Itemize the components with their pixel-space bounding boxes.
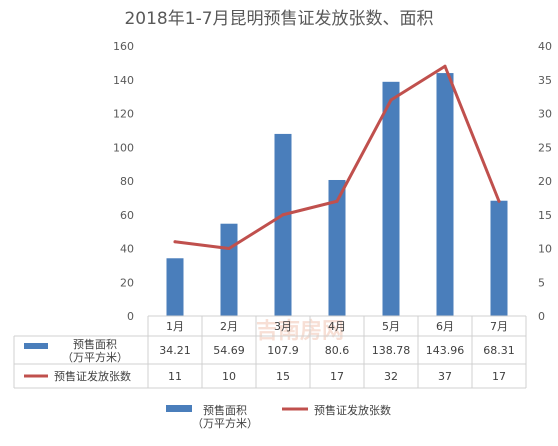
legend-label-count: 预售证发放张数 <box>314 403 391 417</box>
line-point <box>227 247 231 250</box>
line-point <box>443 64 447 68</box>
table-cell-area: 68.31 <box>483 344 515 357</box>
bar-series <box>166 73 508 316</box>
right-axis-tick-label: 35 <box>538 74 552 87</box>
bar <box>220 223 238 316</box>
left-axis-tick-label: 40 <box>120 243 134 256</box>
right-axis-tick-label: 10 <box>538 243 552 256</box>
table-cell-area: 54.69 <box>213 344 245 357</box>
category-label: 2月 <box>220 320 238 333</box>
data-table: 1月 2月 3月 4月 5月 6月 7月 34.21 54.69 107.9 80.6 138.78 1… <box>13 315 527 389</box>
table-cell-count: 15 <box>276 370 290 383</box>
left-axis-tick-label: 160 <box>113 40 134 53</box>
line-point <box>497 199 501 203</box>
bar <box>436 73 454 316</box>
bar <box>490 200 508 316</box>
category-label: 6月 <box>436 320 454 333</box>
table-cell-count: 17 <box>330 370 344 383</box>
right-axis-tick-label: 30 <box>538 108 552 121</box>
table-row-header-area: 预售面积 <box>73 337 117 351</box>
bar <box>166 258 184 316</box>
table-cell-area: 143.96 <box>426 344 465 357</box>
right-axis-tick-label: 5 <box>538 276 545 289</box>
bar <box>274 133 292 316</box>
left-axis-tick-label: 60 <box>120 209 134 222</box>
table-cell-area: 107.9 <box>267 344 299 357</box>
category-label: 4月 <box>328 320 346 333</box>
left-axis-tick-label: 0 <box>127 310 134 323</box>
bar <box>328 179 346 316</box>
table-cell-count: 17 <box>492 370 506 383</box>
line-point <box>173 240 177 244</box>
table-row-header-area: （万平方米） <box>62 350 128 364</box>
left-axis-tick-label: 120 <box>113 108 134 121</box>
category-label: 5月 <box>382 320 400 333</box>
table-key-bar <box>24 343 48 349</box>
left-axis-tick-label: 100 <box>113 141 134 154</box>
right-axis-tick-label: 20 <box>538 175 552 188</box>
bar <box>382 81 400 316</box>
legend-label-area: （万平方米） <box>192 416 258 430</box>
chart-title: 2018年1-7月昆明预售证发放张数、面积 <box>124 9 433 29</box>
legend-key-bar <box>166 405 192 412</box>
right-axis-tick-label: 40 <box>538 40 552 53</box>
table-row-header-count: 预售证发放张数 <box>54 369 131 383</box>
line-point <box>389 98 393 102</box>
legend-label-area: 预售面积 <box>203 403 247 417</box>
table-cell-area: 34.21 <box>159 344 191 357</box>
table-cell-area: 138.78 <box>372 344 411 357</box>
watermark: 吉南房网 <box>256 318 344 344</box>
table-cell-count: 10 <box>222 370 236 383</box>
legend: 预售面积（万平方米） 预售证发放张数 <box>166 403 391 430</box>
right-axis-tick-label: 25 <box>538 141 552 154</box>
table-cell-count: 11 <box>168 370 182 383</box>
table-cell-count: 32 <box>384 370 398 383</box>
category-label: 3月 <box>274 320 292 333</box>
left-axis-tick-label: 20 <box>120 276 134 289</box>
category-label: 1月 <box>166 320 184 333</box>
line-series <box>173 64 501 250</box>
line-point <box>335 199 339 203</box>
left-axis-tick-label: 140 <box>113 74 134 87</box>
right-axis-tick-label: 15 <box>538 209 552 222</box>
right-axis-tick-label: 0 <box>538 310 545 323</box>
table-cell-count: 37 <box>438 370 452 383</box>
left-axis-tick-label: 80 <box>120 175 134 188</box>
line-point <box>281 213 285 217</box>
category-label: 7月 <box>490 320 508 333</box>
axes: 0 20 40 60 80 100 120 140 160 0 5 10 15 20 25 30 35 40 <box>113 40 552 323</box>
watermark-text: 吉南房网 <box>256 318 344 344</box>
table-cell-area: 80.6 <box>325 344 350 357</box>
